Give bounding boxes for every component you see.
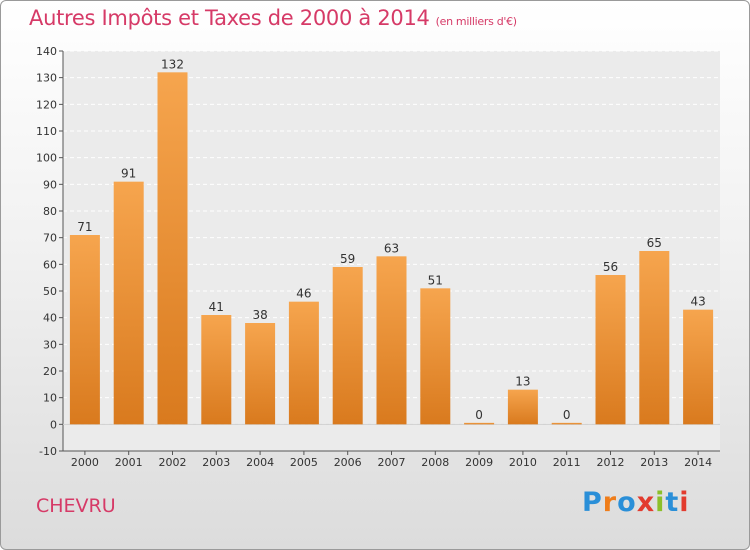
x-tick-label: 2001 (115, 456, 143, 469)
chart-unit: (en milliers d'€) (435, 15, 517, 28)
x-tick-label: 2005 (290, 456, 318, 469)
x-tick-label: 2000 (71, 456, 99, 469)
bar (595, 275, 626, 425)
y-tick-label: 40 (43, 312, 57, 325)
bar (288, 301, 319, 425)
proxiti-logo: Proxiti (582, 487, 690, 518)
data-label: 59 (340, 252, 355, 266)
chart-title-text: Autres Impôts et Taxes de 2000 à 2014 (29, 6, 430, 30)
data-label: 13 (515, 375, 530, 389)
data-label: 51 (428, 273, 443, 287)
logo-letter: P (582, 487, 603, 518)
bar (245, 323, 276, 425)
x-tick-label: 2004 (246, 456, 274, 469)
y-tick-label: 130 (36, 72, 57, 85)
bar (376, 256, 407, 425)
y-tick-label: 20 (43, 365, 57, 378)
y-tick-label: 110 (36, 125, 57, 138)
bar (157, 72, 188, 425)
y-tick-label: 140 (36, 45, 57, 58)
logo-letter: i (679, 487, 690, 518)
x-tick-label: 2006 (334, 456, 362, 469)
bar (201, 315, 232, 425)
y-tick-label: 30 (43, 338, 57, 351)
x-tick-label: 2011 (553, 456, 581, 469)
bar (507, 389, 538, 425)
x-tick-label: 2007 (378, 456, 406, 469)
y-tick-label: 90 (43, 178, 57, 191)
data-label: 0 (563, 408, 571, 422)
logo-letter: o (617, 487, 637, 518)
data-label: 46 (296, 287, 311, 301)
y-tick-label: 50 (43, 285, 57, 298)
y-tick-label: 120 (36, 98, 57, 111)
chart-title: Autres Impôts et Taxes de 2000 à 2014 (en… (29, 6, 517, 30)
x-tick-label: 2002 (159, 456, 187, 469)
data-label: 132 (161, 57, 184, 71)
logo-letter: t (665, 487, 680, 518)
data-label: 56 (603, 260, 618, 274)
logo-letter: x (636, 487, 656, 518)
data-label: 43 (690, 295, 705, 309)
data-label: 71 (77, 220, 92, 234)
bar (683, 309, 714, 425)
logo-letter: r (602, 487, 618, 518)
y-tick-label: 60 (43, 258, 57, 271)
bar (464, 422, 495, 425)
y-tick-label: -10 (39, 445, 57, 458)
x-tick-label: 2003 (202, 456, 230, 469)
data-label: 63 (384, 241, 399, 255)
x-tick-label: 2012 (597, 456, 625, 469)
y-tick-label: 80 (43, 205, 57, 218)
y-tick-label: 70 (43, 232, 57, 245)
bar (332, 267, 363, 425)
bar (69, 235, 100, 425)
data-label: 41 (209, 300, 224, 314)
data-label: 0 (475, 408, 483, 422)
x-tick-label: 2008 (421, 456, 449, 469)
bar (551, 422, 582, 425)
y-tick-label: 10 (43, 392, 57, 405)
x-tick-label: 2013 (640, 456, 668, 469)
x-tick-label: 2009 (465, 456, 493, 469)
place-name: CHEVRU (36, 495, 116, 517)
data-label: 91 (121, 167, 136, 181)
bar (113, 181, 144, 425)
data-label: 38 (252, 308, 267, 322)
y-tick-label: 0 (50, 418, 57, 431)
logo-letter: i (655, 487, 666, 518)
x-tick-label: 2014 (684, 456, 712, 469)
bar (420, 288, 451, 425)
bar (639, 251, 670, 425)
y-tick-label: 100 (36, 152, 57, 165)
x-tick-label: 2010 (509, 456, 537, 469)
data-label: 65 (647, 236, 662, 250)
